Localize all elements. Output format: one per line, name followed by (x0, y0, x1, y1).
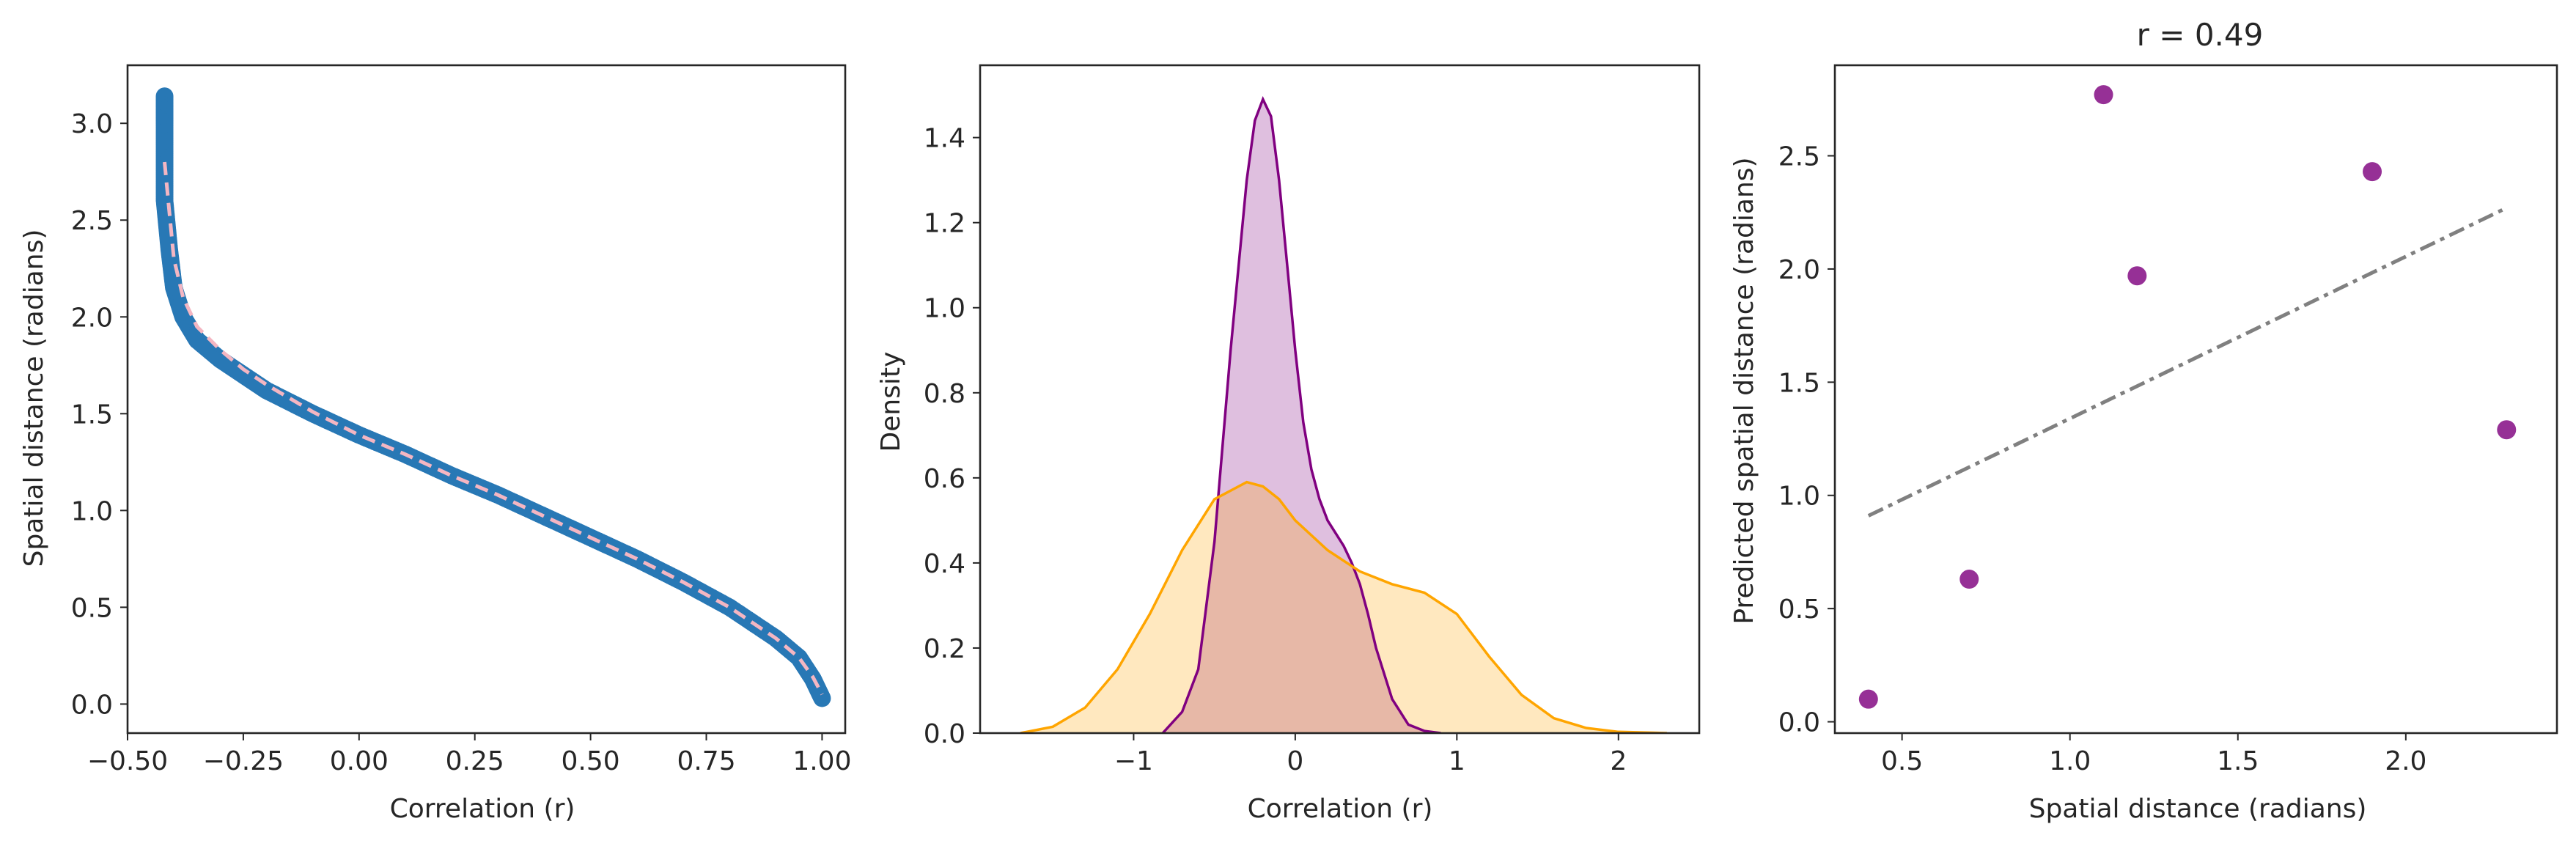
panel2-ytick-label: 1.0 (924, 294, 965, 324)
panel3-fit-line (1867, 206, 2508, 518)
panel1-ytick-label: 0.5 (71, 593, 113, 623)
panel2-series (1020, 95, 1667, 733)
panel3-xtick-label: 2.0 (2385, 746, 2426, 776)
data-point (2363, 162, 2382, 182)
panel3-ytick-label: 2.5 (1778, 142, 1820, 172)
panel1-ytick-label: 1.0 (71, 496, 113, 526)
panel-density: Correlation (r) Density −1 0 1 2 0.0 0.2 0.4 0.… (876, 64, 1701, 824)
data-point (2094, 85, 2113, 105)
panel-correlation-vs-distance: Correlation (r) Spatial distance (radian… (19, 64, 851, 824)
panel1-xtick-label: 0.75 (677, 746, 735, 776)
panel3-frame (1833, 64, 2558, 735)
panel2-xtick-label: 0 (1287, 746, 1303, 776)
panel3-ylabel: Predicted spatial distance (radians) (1729, 157, 1759, 624)
panel3-xtick-label: 1.5 (2217, 746, 2259, 776)
panel2-ytick-label: 1.4 (924, 124, 965, 154)
data-point (1959, 570, 1979, 589)
panel3-ytick-label: 0.0 (1778, 708, 1820, 738)
panel2-ytick-label: 0.0 (924, 719, 965, 749)
panel1-ytick-label: 2.0 (71, 303, 113, 333)
panel3-ytick-label: 2.0 (1778, 255, 1820, 285)
panel3-title: r = 0.49 (2137, 17, 2264, 53)
panel3-xlabel: Spatial distance (radians) (2029, 794, 2367, 824)
panel1-ytick-label: 3.0 (71, 109, 113, 139)
panel1-xtick-label: 0.25 (446, 746, 504, 776)
panel1-xtick-label: −0.25 (203, 746, 284, 776)
panel3-xtick-label: 0.5 (1881, 746, 1923, 776)
panel2-xtick-label: 2 (1610, 746, 1627, 776)
panel1-frame (126, 64, 847, 735)
panel2-xlabel: Correlation (r) (1248, 794, 1433, 824)
panel3-ytick-label: 1.5 (1778, 368, 1820, 398)
panel1-ylabel: Spatial distance (radians) (19, 229, 49, 567)
panel2-frame (979, 64, 1701, 735)
data-point (2127, 266, 2147, 286)
panel2-xtick-label: −1 (1114, 746, 1153, 776)
data-point (2497, 420, 2517, 440)
panel1-points (155, 87, 831, 707)
panel3-ytick-label: 1.0 (1778, 482, 1820, 512)
panel2-xtick-label: 1 (1449, 746, 1465, 776)
panel-prediction: r = 0.49 Spatial distance (radians) Pred… (1729, 17, 2558, 824)
panel1-xtick-label: 0.00 (330, 746, 389, 776)
panel2-ytick-label: 0.2 (924, 634, 965, 664)
panel2-ytick-label: 0.6 (924, 464, 965, 494)
panel2-ytick-label: 1.2 (924, 209, 965, 239)
panel1-xtick-label: 1.00 (792, 746, 851, 776)
density-line-1 (1020, 480, 1667, 733)
panel3-ytick-label: 0.5 (1778, 595, 1820, 625)
density-fill-1 (1020, 482, 1667, 733)
panel1-xtick-label: 0.50 (562, 746, 620, 776)
panel2-ytick-label: 0.8 (924, 379, 965, 409)
panel1-ytick-label: 2.5 (71, 206, 113, 236)
panel3-xtick-label: 1.0 (2049, 746, 2091, 776)
panel1-xlabel: Correlation (r) (390, 794, 575, 824)
panel1-xtick-label: −0.50 (87, 746, 168, 776)
data-point (1858, 689, 1878, 709)
panel2-ylabel: Density (876, 352, 906, 452)
panel1-ytick-label: 0.0 (71, 690, 113, 720)
density-line-0 (1161, 95, 1441, 733)
panel2-ytick-label: 0.4 (924, 549, 965, 579)
panel1-ytick-label: 1.5 (71, 400, 113, 430)
data-point (813, 689, 831, 707)
panel1-fit-line (163, 161, 824, 696)
